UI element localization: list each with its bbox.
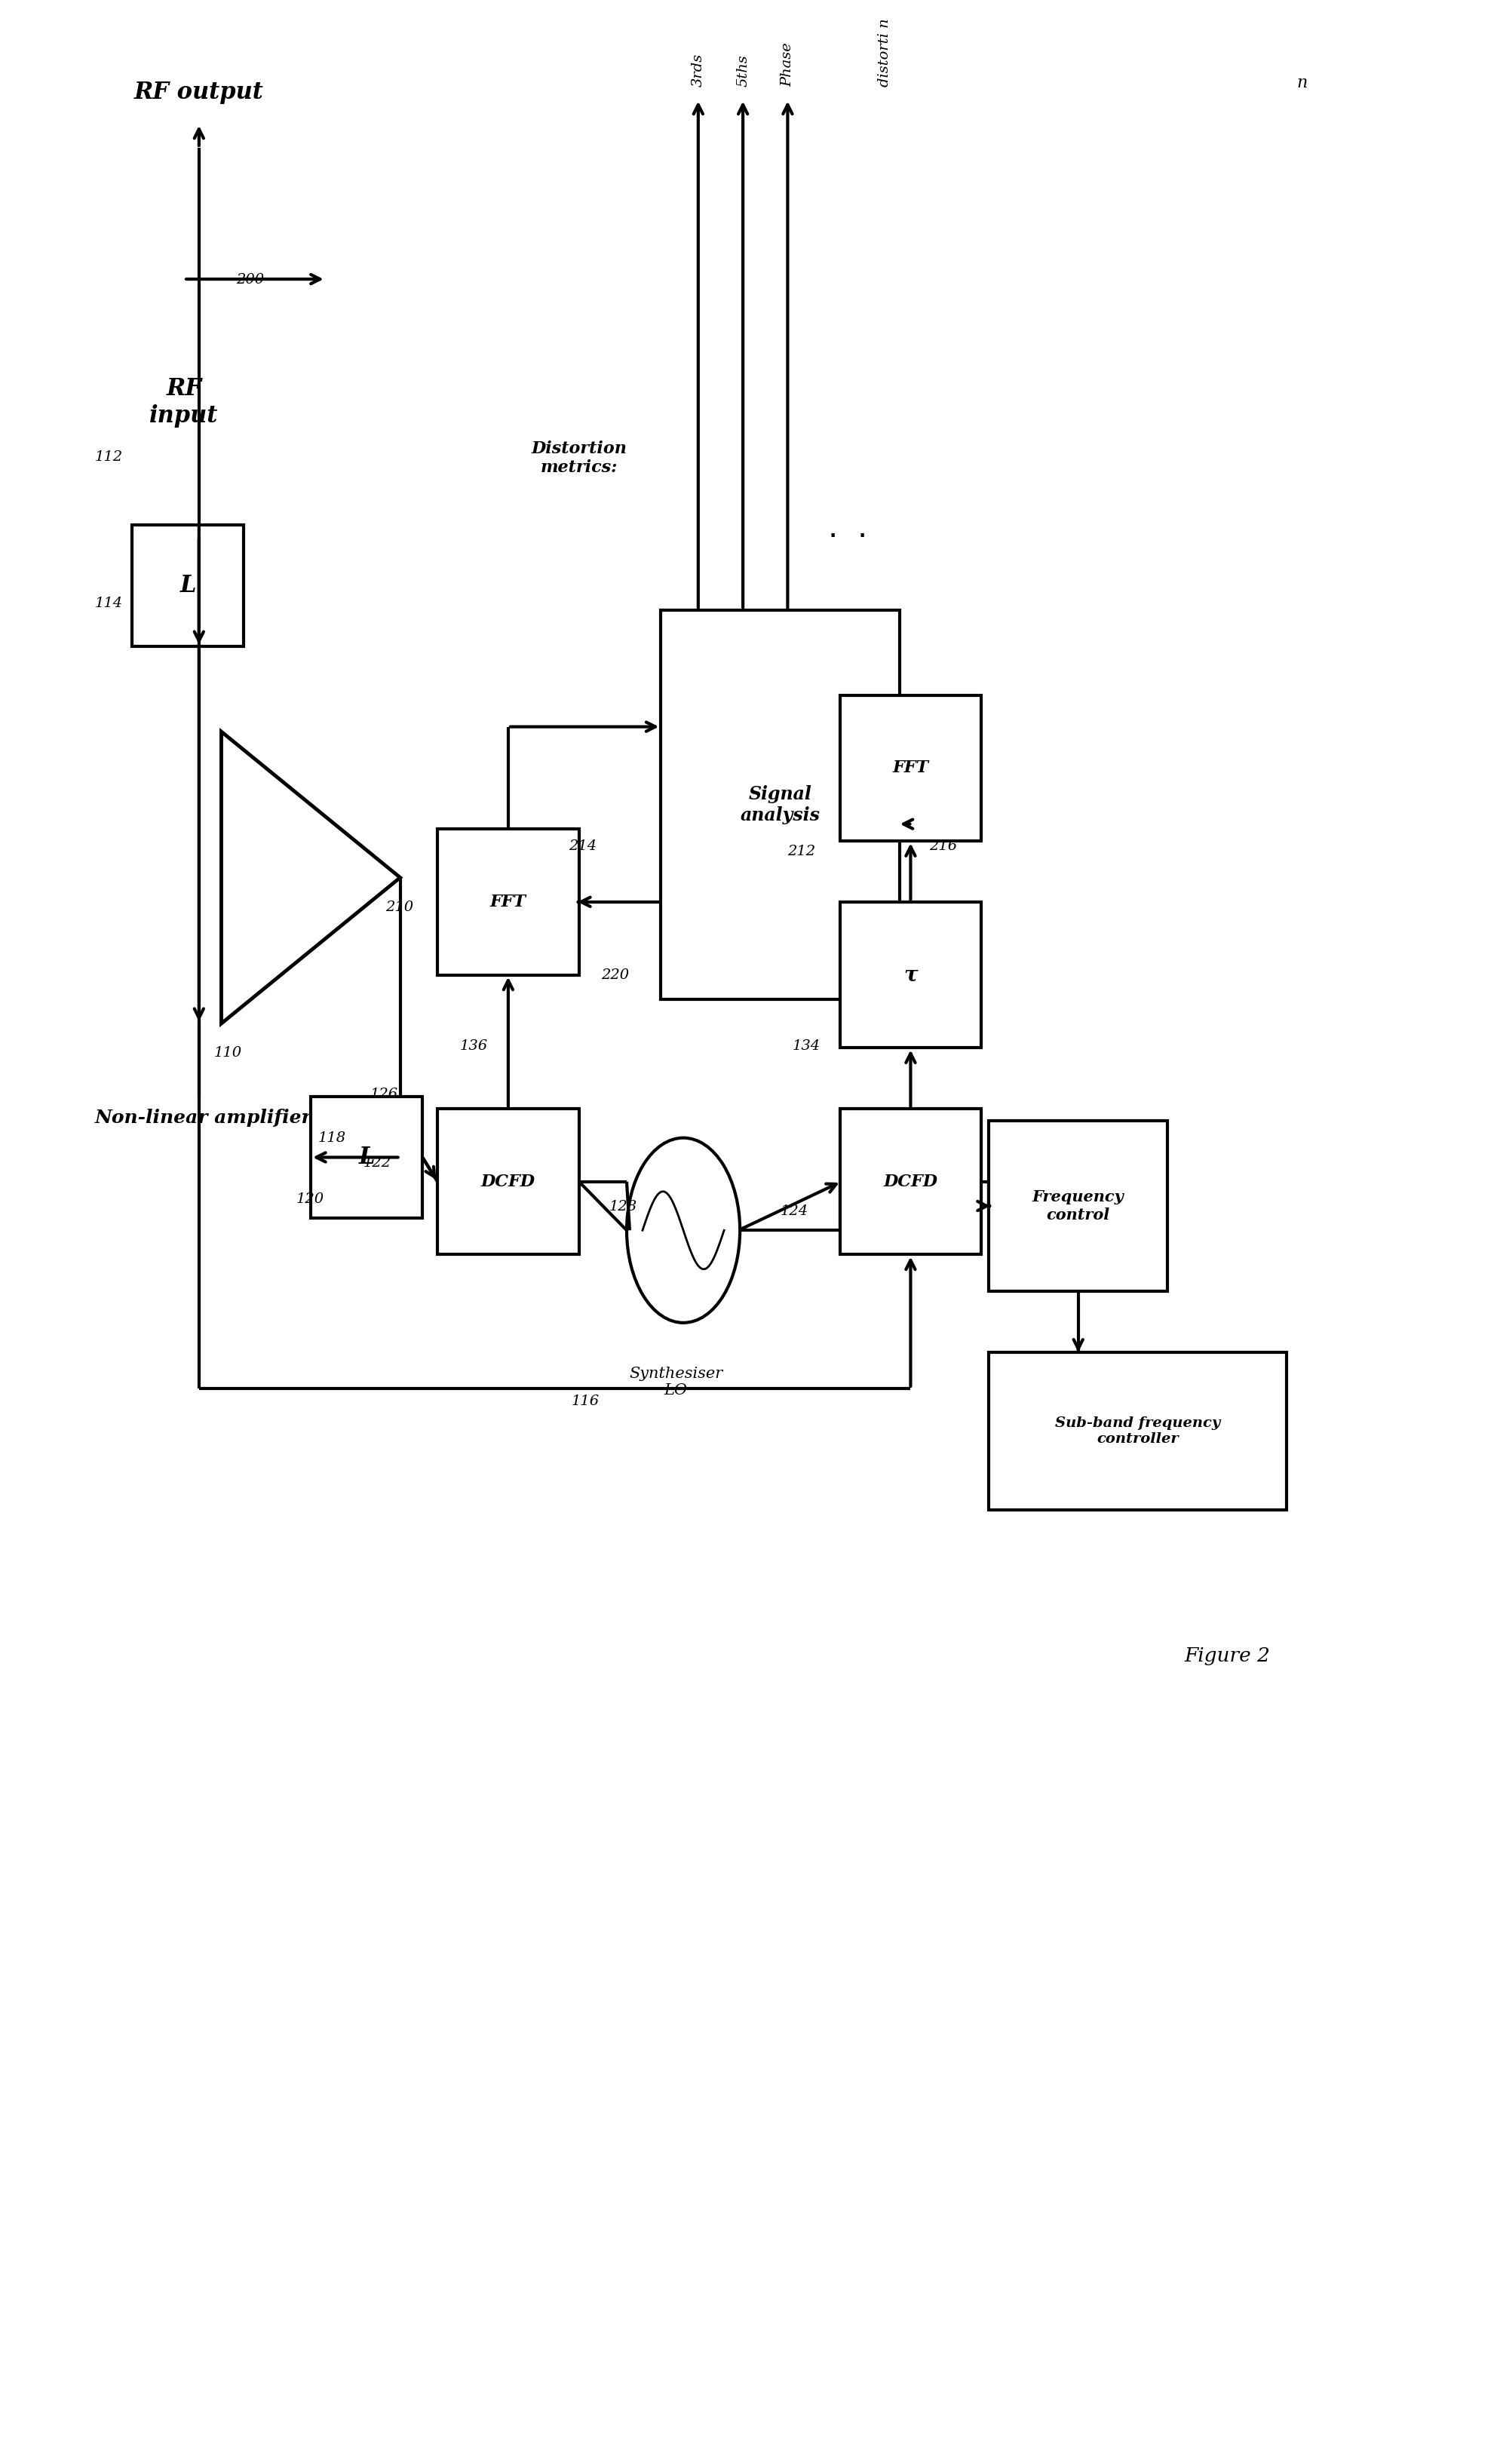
Text: ·: ·	[826, 522, 837, 552]
Text: 136: 136	[459, 1040, 488, 1052]
FancyBboxPatch shape	[132, 525, 243, 646]
Text: 114: 114	[94, 596, 123, 611]
Text: Frequency
control: Frequency control	[1032, 1190, 1124, 1222]
FancyBboxPatch shape	[660, 611, 898, 1000]
Text: distorti n: distorti n	[877, 20, 891, 86]
Text: 122: 122	[363, 1156, 390, 1170]
Text: DCFD: DCFD	[884, 1173, 938, 1190]
Text: Synthesiser
LO: Synthesiser LO	[628, 1368, 723, 1397]
FancyBboxPatch shape	[840, 902, 981, 1047]
Text: Sub-band frequency
controller: Sub-band frequency controller	[1054, 1417, 1219, 1446]
Text: 5ths: 5ths	[736, 54, 750, 86]
FancyBboxPatch shape	[988, 1353, 1285, 1510]
Text: L: L	[180, 574, 196, 596]
Text: n: n	[1296, 74, 1306, 91]
Text: 120: 120	[296, 1193, 324, 1205]
FancyBboxPatch shape	[436, 828, 579, 976]
Text: 134: 134	[792, 1040, 819, 1052]
FancyBboxPatch shape	[988, 1121, 1167, 1291]
Text: 126: 126	[370, 1087, 398, 1101]
Text: 116: 116	[572, 1395, 598, 1407]
Text: Distortion
metrics:: Distortion metrics:	[531, 441, 627, 476]
Text: 216: 216	[928, 840, 957, 853]
Text: 200: 200	[236, 274, 264, 286]
FancyBboxPatch shape	[310, 1096, 423, 1217]
Text: Figure 2: Figure 2	[1184, 1646, 1269, 1666]
Text: 3rds: 3rds	[692, 54, 705, 86]
Text: 128: 128	[609, 1200, 636, 1212]
FancyBboxPatch shape	[840, 695, 981, 840]
Text: L: L	[358, 1146, 375, 1168]
Text: Non-linear amplifier: Non-linear amplifier	[94, 1109, 312, 1126]
Text: FFT: FFT	[892, 759, 928, 776]
Text: 220: 220	[602, 968, 628, 983]
Text: ·: ·	[856, 522, 867, 552]
FancyBboxPatch shape	[840, 1109, 981, 1254]
Text: Signal
analysis: Signal analysis	[740, 786, 819, 823]
Text: RF output: RF output	[134, 81, 264, 103]
Text: 212: 212	[788, 845, 815, 857]
Text: RF
input: RF input	[150, 377, 219, 429]
Text: 214: 214	[568, 840, 597, 853]
Text: DCFD: DCFD	[482, 1173, 536, 1190]
Text: 110: 110	[214, 1047, 241, 1060]
Text: 118: 118	[318, 1131, 347, 1146]
Text: 112: 112	[94, 451, 123, 463]
Text: FFT: FFT	[490, 894, 526, 909]
FancyBboxPatch shape	[436, 1109, 579, 1254]
Text: τ: τ	[903, 966, 916, 986]
Text: Phase: Phase	[780, 42, 794, 86]
Text: 210: 210	[386, 899, 412, 914]
Text: 124: 124	[780, 1205, 808, 1217]
